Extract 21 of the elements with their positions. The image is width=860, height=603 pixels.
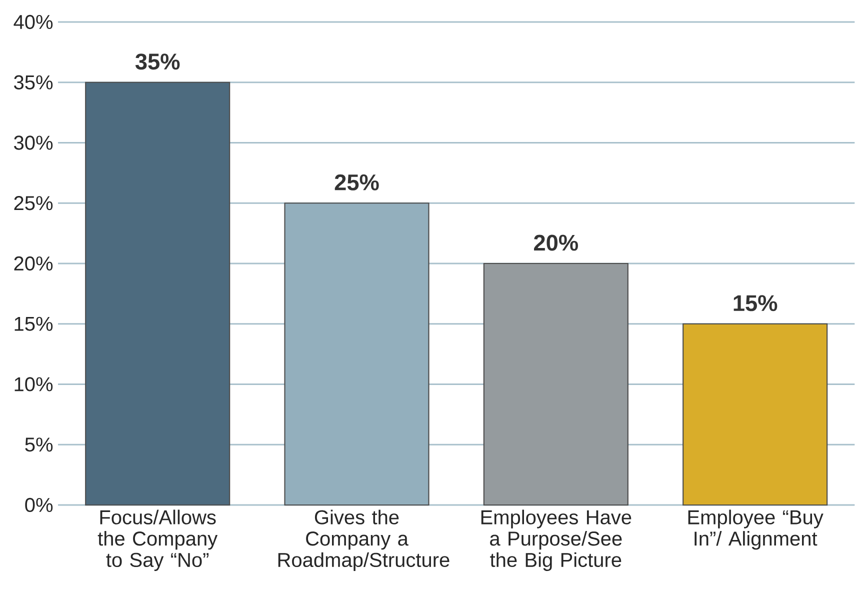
data-label: 20% — [534, 234, 578, 251]
y-tick-label: 35% — [14, 75, 53, 90]
data-label: 35% — [135, 54, 180, 70]
bar — [483, 262, 628, 506]
y-tick-label: 5% — [25, 438, 53, 452]
bar — [284, 202, 430, 506]
y-tick-label: 10% — [14, 377, 53, 392]
bar — [682, 323, 828, 506]
data-label: 25% — [334, 174, 379, 190]
y-tick-label: 40% — [14, 14, 53, 30]
y-tick-label: 30% — [14, 136, 53, 150]
x-tick-label: Focus/Allows the Company to Say “No” — [98, 510, 218, 571]
y-tick-label: 25% — [14, 196, 53, 210]
y-tick-label: 0% — [25, 498, 53, 512]
data-label: 15% — [734, 295, 778, 312]
bar — [85, 82, 230, 506]
y-tick-label: 15% — [14, 316, 53, 331]
y-tick-label: 20% — [14, 256, 53, 271]
x-tick-label: Employees Have a Purpose/See the Big Picture — [481, 510, 632, 571]
x-tick-label: Gives the Company a Roadmap/Structure — [278, 510, 450, 571]
x-tick-label: Employee “Buy In”/ Alignment — [688, 510, 824, 550]
